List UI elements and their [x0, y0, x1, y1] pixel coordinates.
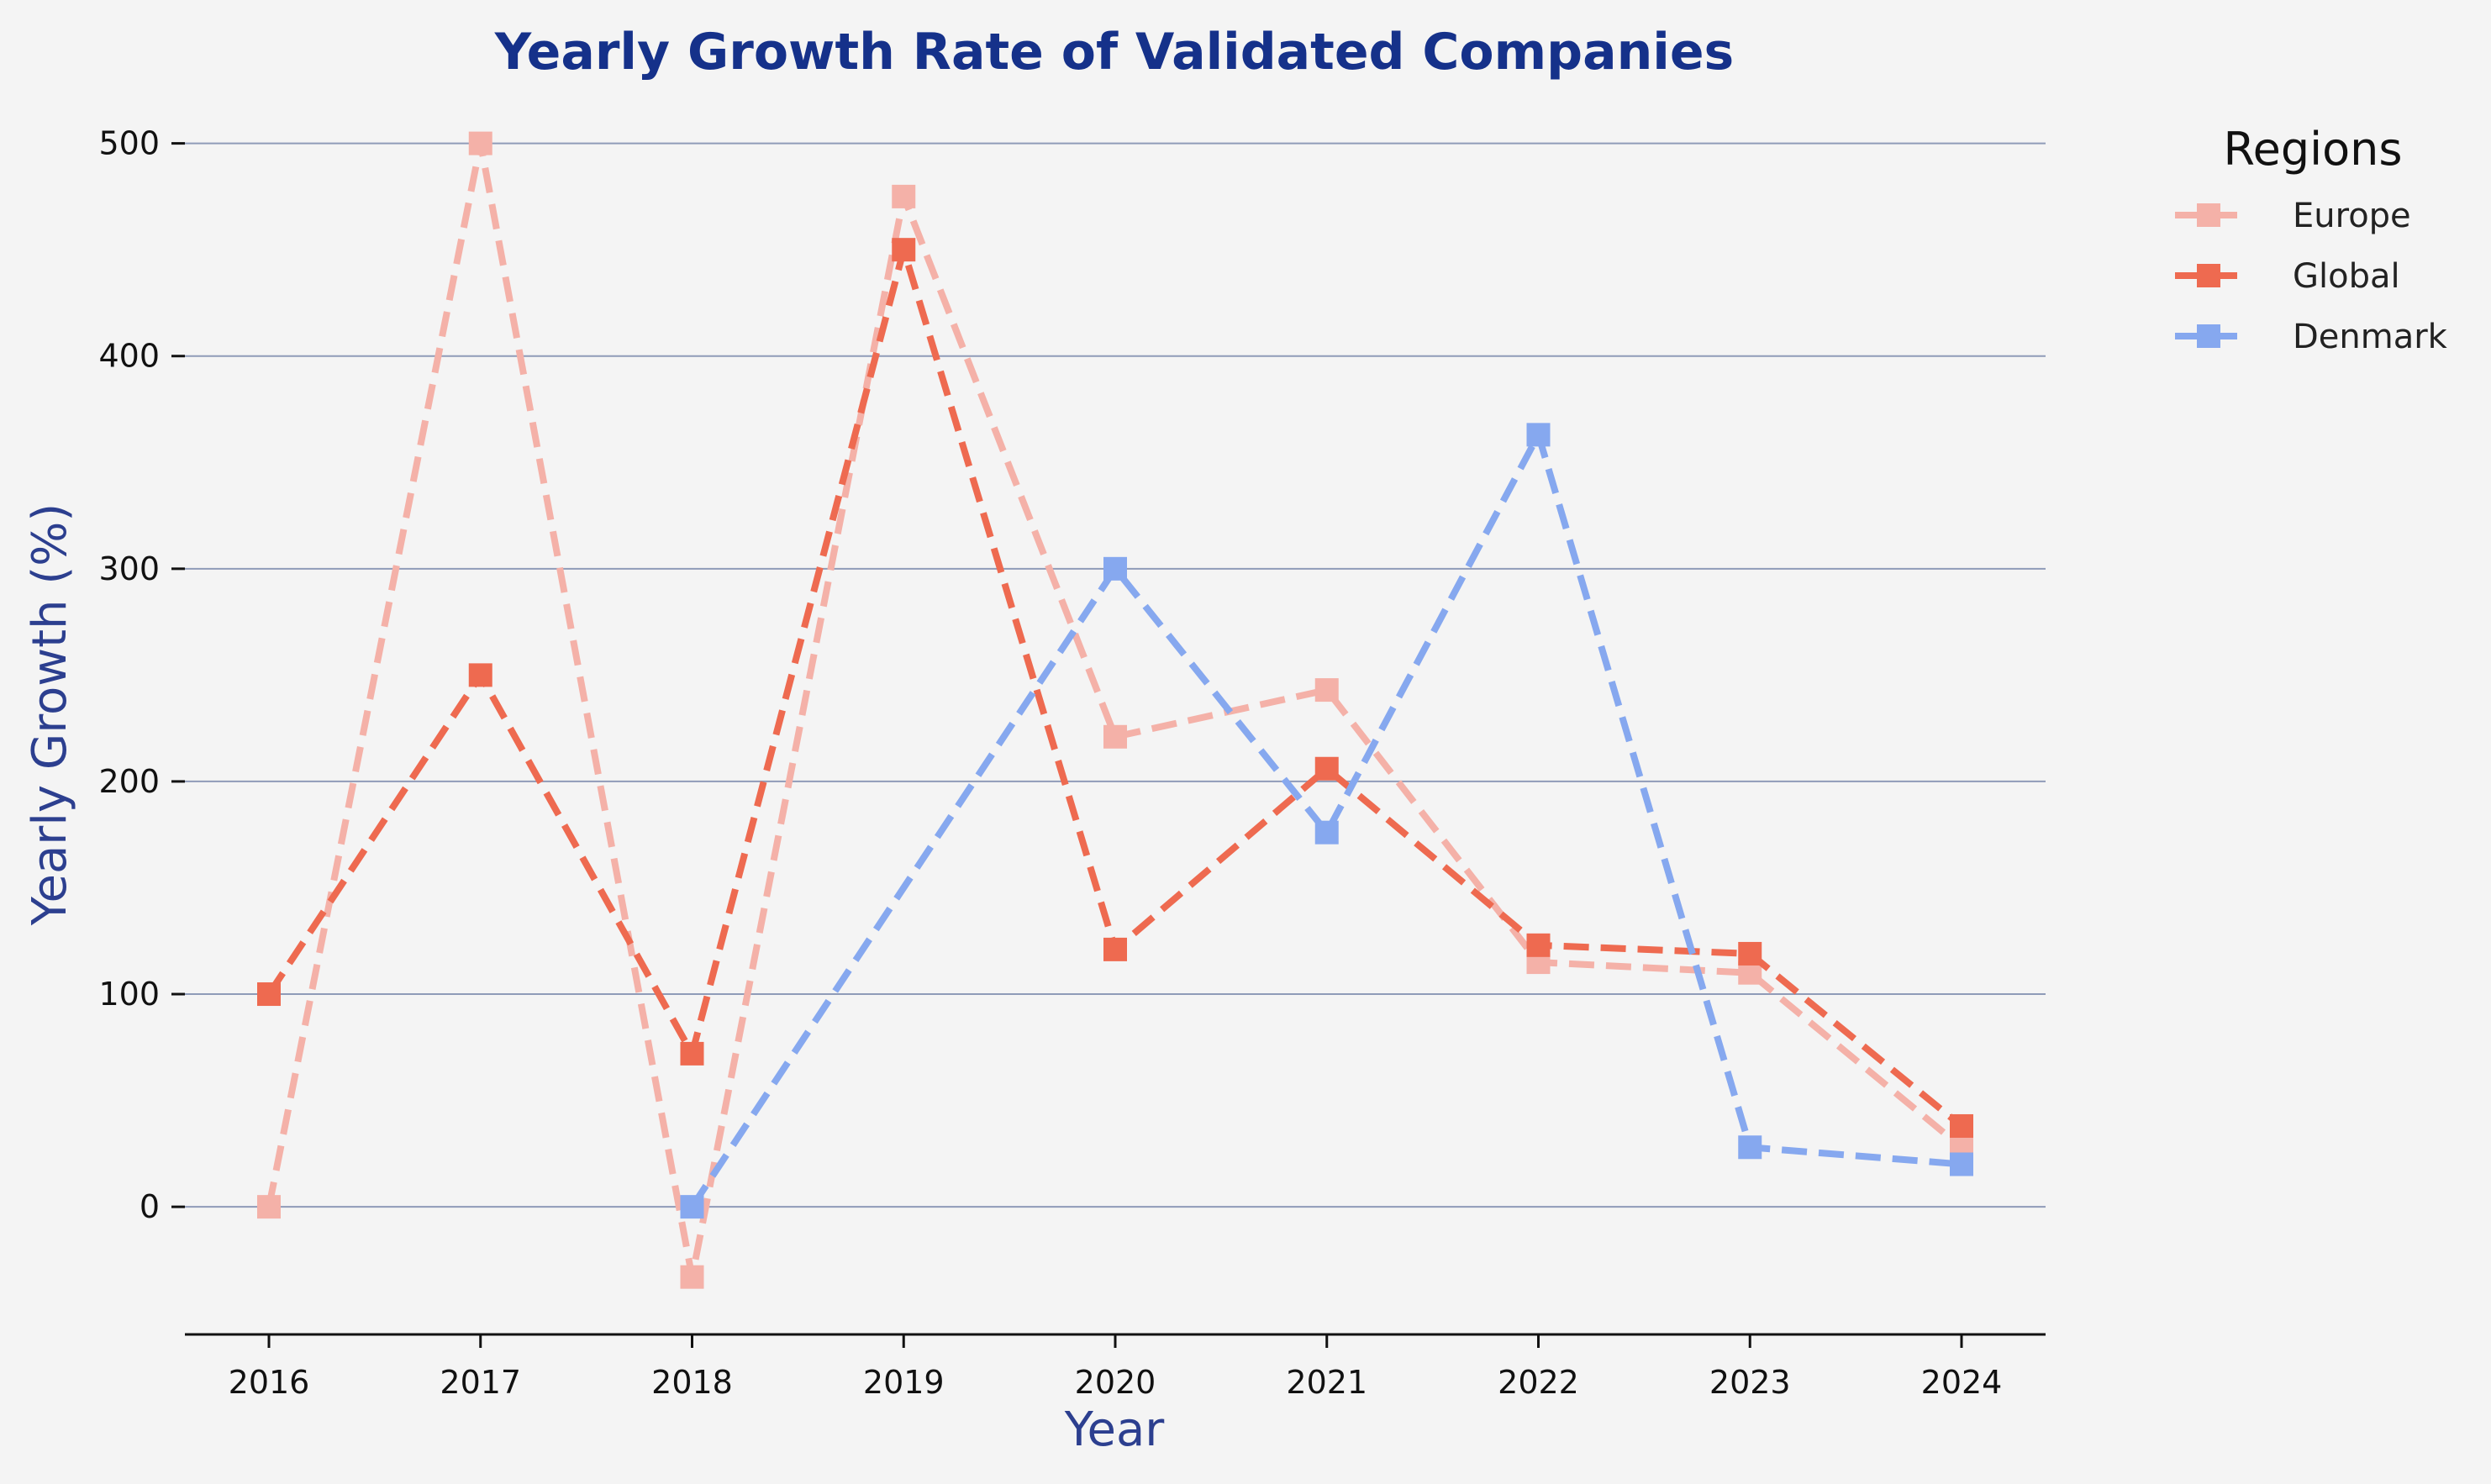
- data-point-denmark: [680, 1195, 704, 1219]
- y-tick-label: 500: [98, 125, 160, 162]
- x-tick-label: 2020: [1075, 1364, 1156, 1401]
- x-tick-label: 2021: [1286, 1364, 1367, 1401]
- legend-item-europe[interactable]: Europe: [2175, 197, 2411, 235]
- x-tick-label: 2016: [229, 1364, 310, 1401]
- grid-lines: [185, 142, 2046, 1208]
- legend-label: Global: [2293, 257, 2400, 296]
- legend-label: Denmark: [2293, 318, 2448, 356]
- series-line-denmark: [689, 431, 1962, 1209]
- data-point-europe: [1103, 724, 1127, 749]
- data-point-global: [1526, 933, 1551, 957]
- x-axis-ticks: 2016 2017 2018 2019 2020 2021 2022 2023 2024: [229, 1334, 2003, 1401]
- y-tick-label: 100: [98, 976, 160, 1013]
- data-point-europe: [1314, 678, 1339, 703]
- legend-swatch-marker: [2197, 264, 2220, 287]
- y-axis-label: Yearly Growth (%): [23, 503, 77, 926]
- data-point-global: [468, 663, 492, 687]
- series-denmark: [680, 423, 1973, 1219]
- x-tick-label: 2018: [651, 1364, 733, 1401]
- data-point-denmark: [1103, 556, 1127, 581]
- data-point-europe: [257, 1195, 281, 1219]
- chart-title: Yearly Growth Rate of Validated Companie…: [494, 23, 1735, 82]
- x-tick-label: 2024: [1921, 1364, 2003, 1401]
- data-point-europe: [680, 1265, 704, 1289]
- x-axis-label: Year: [1064, 1402, 1166, 1457]
- legend[interactable]: Europe Global Denmark: [2175, 197, 2448, 356]
- legend-item-global[interactable]: Global: [2175, 257, 2400, 296]
- x-tick-label: 2023: [1709, 1364, 1791, 1401]
- data-point-global: [257, 982, 281, 1007]
- data-point-global: [892, 238, 916, 262]
- data-point-global: [1950, 1113, 1973, 1138]
- legend-label: Europe: [2293, 197, 2411, 235]
- data-point-denmark: [1526, 423, 1551, 447]
- data-point-denmark: [1950, 1152, 1973, 1176]
- data-point-global: [1738, 941, 1762, 966]
- data-point-europe: [468, 131, 492, 155]
- data-point-global: [1314, 756, 1339, 781]
- x-tick-label: 2022: [1498, 1364, 1579, 1401]
- data-point-denmark: [1738, 1135, 1762, 1160]
- legend-swatch-marker: [2197, 324, 2220, 348]
- y-tick-label: 200: [98, 763, 160, 800]
- y-axis-ticks: 0 100 200 300 400 500: [98, 125, 185, 1225]
- data-point-global: [1103, 937, 1127, 961]
- y-tick-label: 400: [98, 338, 160, 375]
- data-point-global: [680, 1041, 704, 1066]
- legend-item-denmark[interactable]: Denmark: [2175, 318, 2448, 356]
- data-point-denmark: [1314, 820, 1339, 845]
- series-group: [257, 131, 1973, 1289]
- y-tick-label: 300: [98, 550, 160, 587]
- legend-title: Regions: [2224, 123, 2403, 176]
- y-tick-label: 0: [140, 1188, 160, 1225]
- series-global: [257, 238, 1973, 1138]
- data-point-europe: [892, 184, 916, 208]
- legend-swatch-marker: [2197, 203, 2220, 227]
- x-tick-label: 2017: [440, 1364, 521, 1401]
- x-tick-label: 2019: [863, 1364, 945, 1401]
